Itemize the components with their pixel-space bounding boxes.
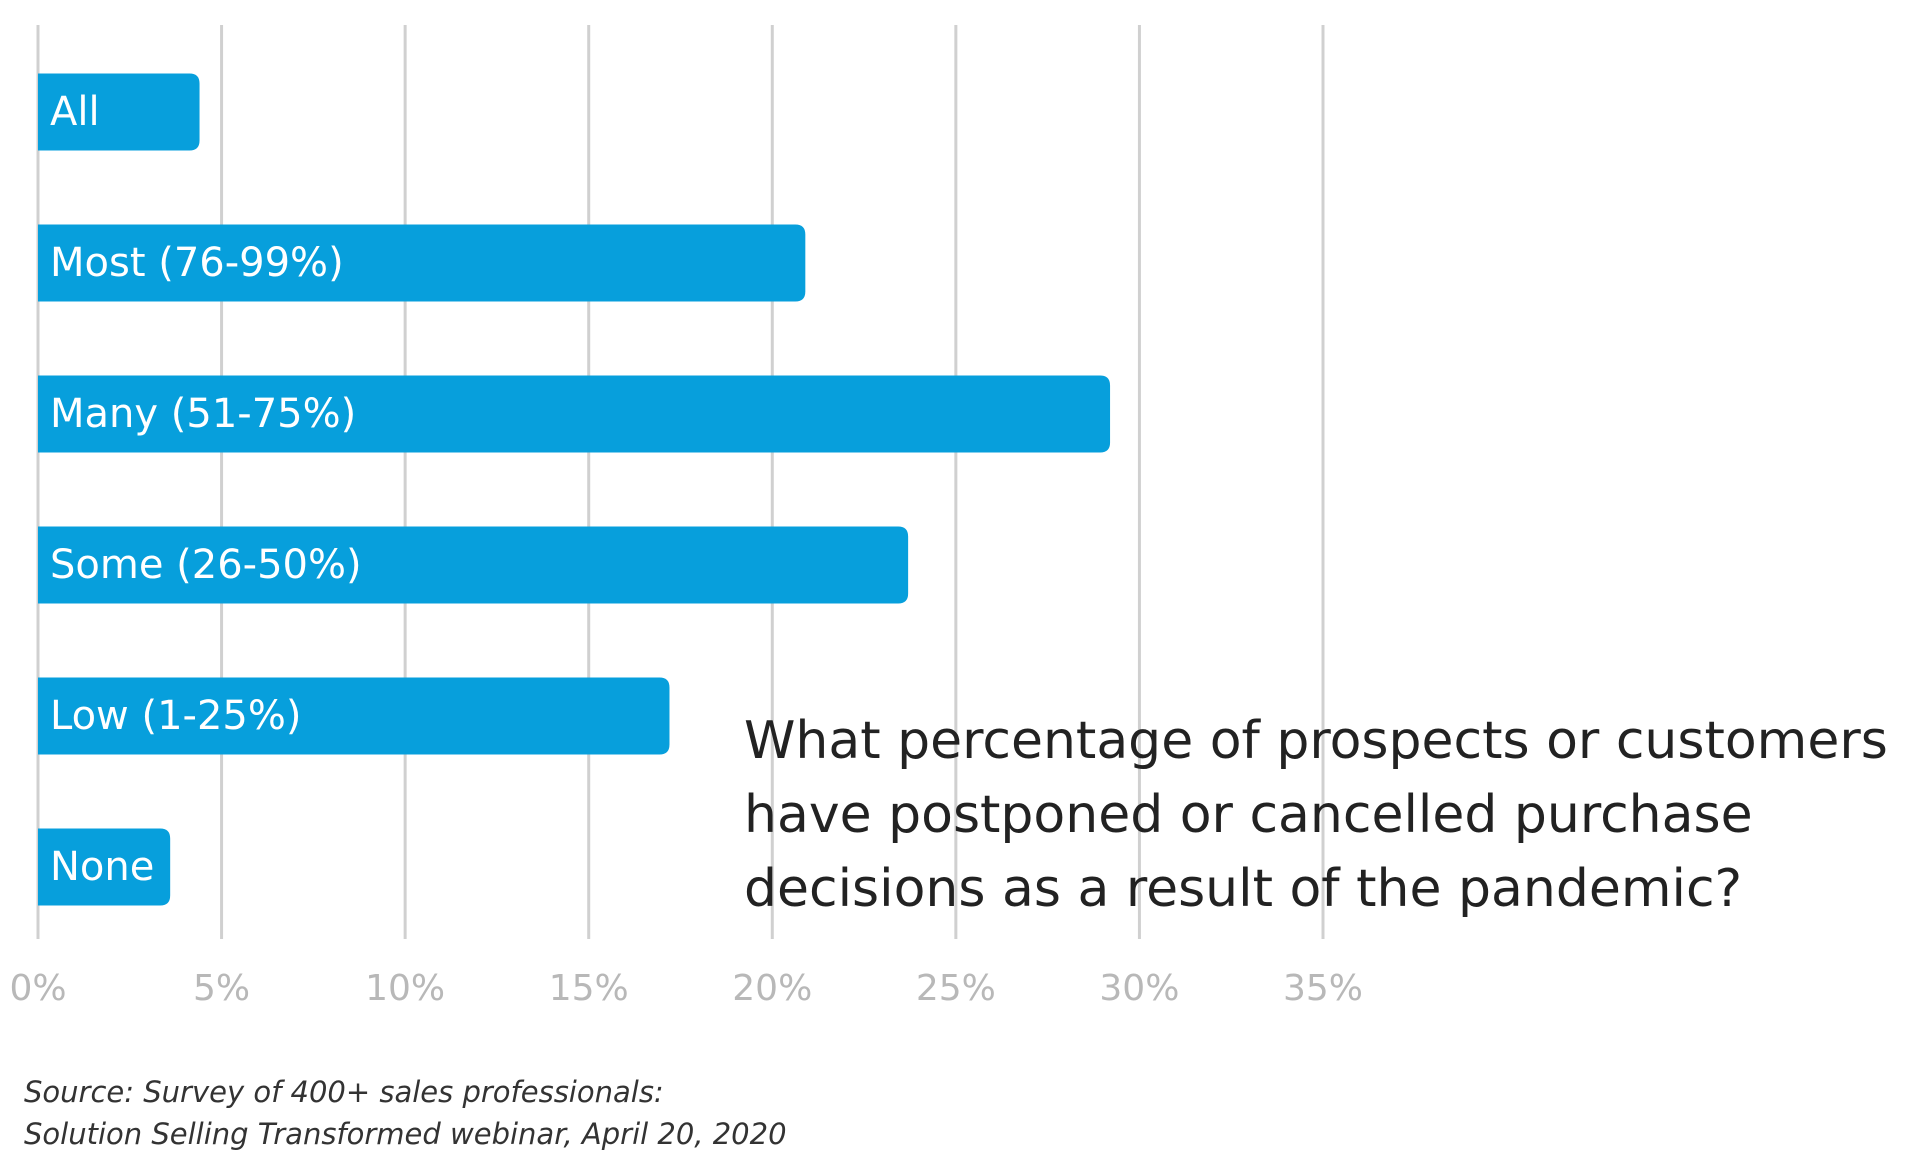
bar	[38, 375, 1111, 453]
chart-title: decisions as a result of the pandemic?	[744, 859, 1742, 919]
bar-label: Low (1-25%)	[50, 693, 301, 739]
x-tick-label: 30%	[1099, 968, 1179, 1009]
x-tick-label: 10%	[365, 968, 445, 1009]
x-tick-label: 5%	[193, 968, 250, 1009]
bar	[38, 224, 806, 302]
chart-title: have postponed or cancelled purchase	[744, 785, 1753, 845]
bar	[38, 677, 670, 755]
bar	[38, 73, 200, 151]
chart-title: What percentage of prospects or customer…	[744, 711, 1888, 771]
x-tick-label: 35%	[1283, 968, 1363, 1009]
x-tick-label: 15%	[549, 968, 629, 1009]
x-tick-label: 20%	[732, 968, 812, 1009]
source-note: Source: Survey of 400+ sales professiona…	[24, 1075, 664, 1109]
bar	[38, 526, 909, 604]
bar-label: Most (76-99%)	[50, 240, 344, 286]
bar	[38, 828, 171, 906]
bar-label: All	[50, 89, 100, 135]
x-tick-label: 25%	[916, 968, 996, 1009]
x-tick-label: 0%	[9, 968, 66, 1009]
source-note: Solution Selling Transformed webinar, Ap…	[24, 1117, 787, 1151]
bar-label: Some (26-50%)	[50, 542, 362, 588]
bar-label: None	[50, 844, 154, 890]
bar-label: Many (51-75%)	[50, 391, 356, 437]
